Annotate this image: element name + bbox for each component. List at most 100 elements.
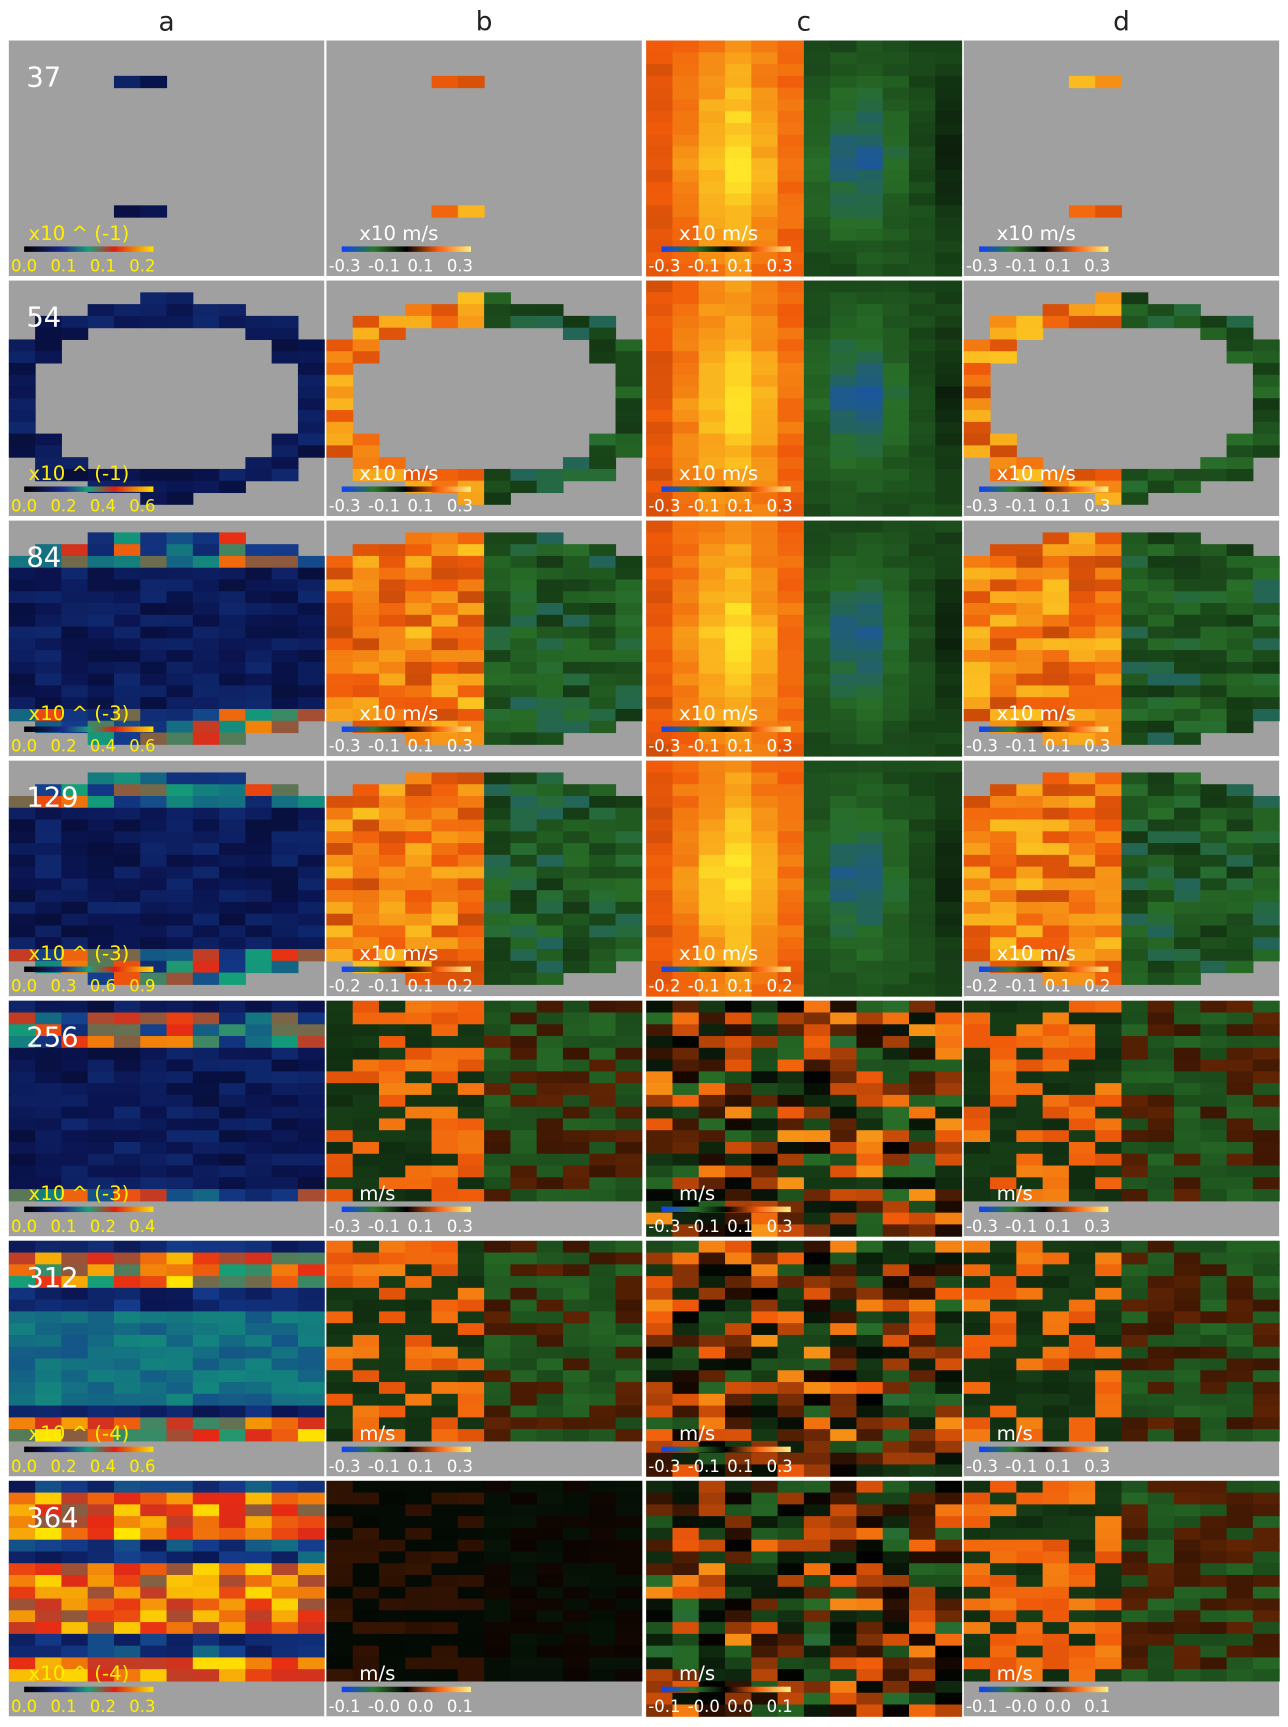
heatmap-cell — [856, 1358, 883, 1370]
heatmap-cell — [563, 1370, 590, 1382]
heatmap-cell — [563, 1142, 590, 1154]
heatmap-cell — [245, 1323, 272, 1335]
heatmap-cell — [778, 457, 805, 469]
heatmap-cell — [1016, 1300, 1043, 1312]
heatmap-cell — [379, 568, 406, 580]
heatmap-cell — [432, 1563, 459, 1575]
heatmap-cell — [537, 1481, 564, 1493]
heatmap-cell — [353, 1382, 380, 1394]
heatmap-cell — [1148, 1264, 1175, 1276]
heatmap-cell — [883, 1224, 910, 1236]
heatmap-cell — [140, 615, 167, 627]
heatmap-cell — [1148, 1142, 1175, 1154]
heatmap-cell — [272, 457, 299, 469]
heatmap-cell — [616, 1323, 643, 1335]
heatmap-cell — [883, 1681, 910, 1693]
heatmap-cell — [458, 1241, 485, 1253]
heatmap-cell — [1121, 1311, 1148, 1323]
heatmap-cell — [1016, 1060, 1043, 1072]
heatmap-cell — [616, 685, 643, 697]
heatmap-cell — [9, 1300, 36, 1312]
heatmap-cell — [510, 1264, 537, 1276]
heatmap-cell — [219, 890, 246, 902]
heatmap-cell — [778, 339, 805, 351]
heatmap-cell — [219, 685, 246, 697]
heatmap-cell — [405, 1528, 432, 1540]
heatmap-cell — [964, 445, 991, 457]
heatmap-cell — [856, 1083, 883, 1095]
heatmap-cell — [1121, 831, 1148, 843]
heatmap-cell — [1095, 1130, 1122, 1142]
heatmap-cell — [298, 1504, 325, 1516]
heatmap-cell — [964, 674, 991, 686]
heatmap-cell — [432, 820, 459, 832]
heatmap-cell — [432, 685, 459, 697]
heatmap-cell — [61, 1166, 88, 1178]
heatmap-cell — [167, 1610, 194, 1622]
heatmap-cell — [219, 1417, 246, 1429]
heatmap-cell — [830, 434, 857, 446]
heatmap-cell — [883, 410, 910, 422]
heatmap-cell — [909, 1464, 936, 1476]
heatmap-cell — [672, 99, 699, 111]
colorbar — [342, 727, 471, 732]
heatmap-cell — [699, 1551, 726, 1563]
heatmap-cell — [1043, 685, 1070, 697]
heatmap-cell — [272, 1130, 299, 1142]
heatmap-cell — [804, 1634, 831, 1646]
heatmap-cell — [725, 281, 752, 293]
heatmap-cell — [830, 351, 857, 363]
heatmap-cell — [245, 1300, 272, 1312]
heatmap-cell — [616, 1417, 643, 1429]
heatmap-cell — [909, 52, 936, 64]
heatmap-cell — [298, 1177, 325, 1189]
heatmap-cell — [298, 1551, 325, 1563]
heatmap-cell — [272, 1189, 299, 1201]
heatmap-cell — [432, 914, 459, 926]
colorbar-tick-label: 0.6 — [129, 1457, 155, 1476]
heatmap-cell — [646, 76, 673, 88]
heatmap-cell — [537, 1276, 564, 1288]
heatmap-cell — [830, 1130, 857, 1142]
heatmap-cell — [458, 1493, 485, 1505]
heatmap-cell — [484, 1323, 511, 1335]
heatmap-cell — [272, 1528, 299, 1540]
heatmap-cell — [935, 445, 962, 457]
heatmap-cell — [1253, 1060, 1280, 1072]
heatmap-cell — [458, 772, 485, 784]
heatmap-cell — [379, 1311, 406, 1323]
heatmap-cell — [458, 469, 485, 481]
heatmap-cell — [1121, 1060, 1148, 1072]
heatmap-cell — [1148, 855, 1175, 867]
panel: x10 m/s-0.3-0.10.10.3 — [326, 521, 642, 756]
heatmap-cell — [140, 1177, 167, 1189]
heatmap-cell — [167, 1154, 194, 1166]
heatmap-cell — [353, 674, 380, 686]
heatmap-cell — [1121, 1300, 1148, 1312]
heatmap-cell — [1174, 469, 1201, 481]
heatmap-cell — [432, 1587, 459, 1599]
heatmap-cell — [778, 820, 805, 832]
heatmap-cell — [616, 1060, 643, 1072]
heatmap-cell — [1174, 579, 1201, 591]
heatmap-cell — [830, 264, 857, 276]
heatmap-cell — [219, 1323, 246, 1335]
heatmap-cell — [856, 504, 883, 516]
heatmap-cell — [964, 339, 991, 351]
heatmap-cell — [1121, 902, 1148, 914]
heatmap-cell — [990, 1264, 1017, 1276]
heatmap-cell — [379, 820, 406, 832]
heatmap-cell — [484, 808, 511, 820]
heatmap-cell — [1174, 1166, 1201, 1178]
heatmap-cell — [1095, 685, 1122, 697]
heatmap-cell — [830, 1335, 857, 1347]
heatmap-cell — [140, 1347, 167, 1359]
heatmap-cell — [1121, 492, 1148, 504]
heatmap-cell — [1043, 627, 1070, 639]
heatmap-cell — [245, 1657, 272, 1669]
heatmap-cell — [830, 627, 857, 639]
heatmap-cell — [1200, 1107, 1227, 1119]
heatmap-cell — [1069, 1323, 1096, 1335]
panel: 256x10 ^ (-3)0.00.10.20.4 — [9, 1001, 325, 1236]
heatmap-cell — [883, 1528, 910, 1540]
